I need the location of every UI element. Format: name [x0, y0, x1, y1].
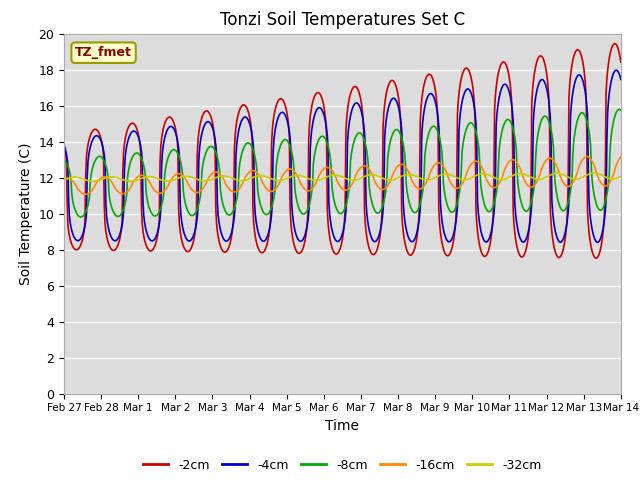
Title: Tonzi Soil Temperatures Set C: Tonzi Soil Temperatures Set C — [220, 11, 465, 29]
X-axis label: Time: Time — [325, 419, 360, 433]
Y-axis label: Soil Temperature (C): Soil Temperature (C) — [19, 143, 33, 285]
Legend: -2cm, -4cm, -8cm, -16cm, -32cm: -2cm, -4cm, -8cm, -16cm, -32cm — [138, 454, 547, 477]
Text: TZ_fmet: TZ_fmet — [75, 46, 132, 59]
